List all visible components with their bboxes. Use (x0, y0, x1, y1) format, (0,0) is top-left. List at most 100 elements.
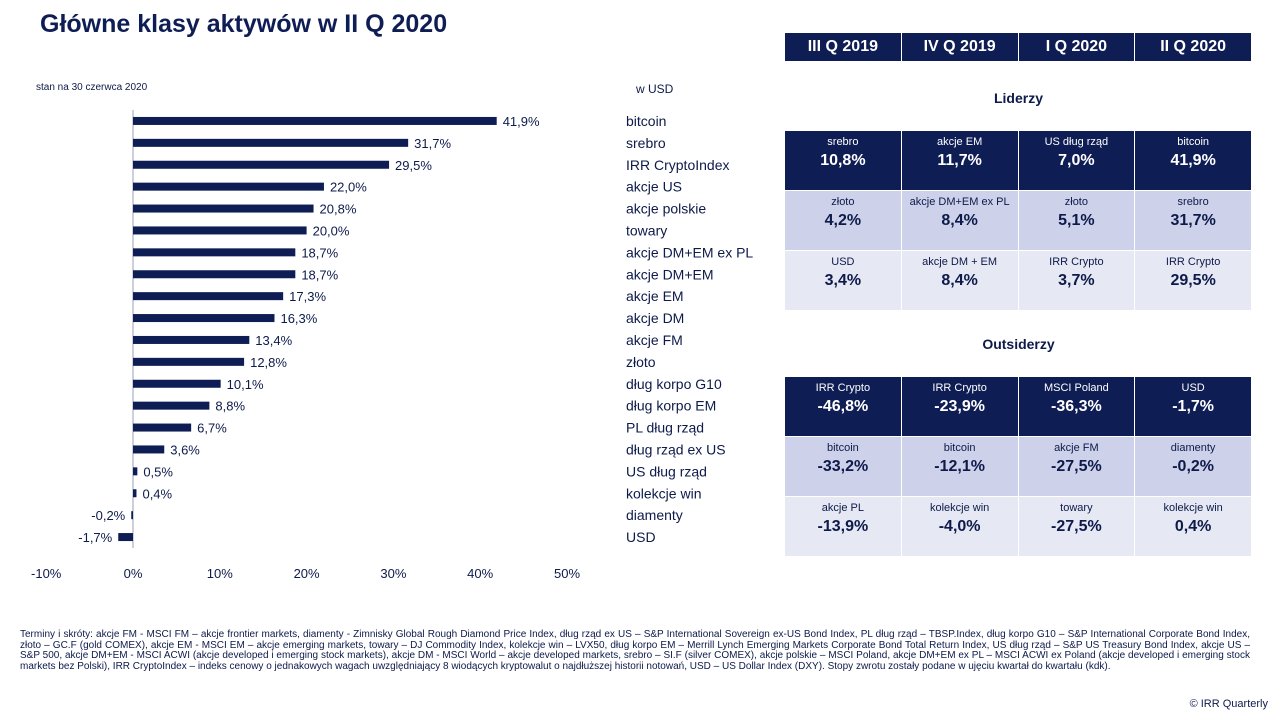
asset-name: towary (1060, 502, 1093, 514)
bar-value-label: 16,3% (280, 311, 317, 326)
bar-value-label: -1,7% (78, 530, 112, 545)
asset-name: US dług rząd (1044, 136, 1109, 148)
bar (133, 160, 390, 169)
outsiders-cell: MSCI Poland -36,3% (1018, 377, 1136, 437)
bar-value-label: 0,4% (142, 486, 172, 501)
asset-return: 8,4% (941, 212, 978, 229)
bar (131, 511, 133, 520)
leaders-cell: złoto 5,1% (1018, 191, 1136, 251)
asset-name: IRR Crypto (932, 382, 987, 394)
outsiders-cell: kolekcje win -4,0% (901, 497, 1019, 557)
leaders-cell: IRR Crypto 3,7% (1018, 251, 1136, 311)
bar-value-label: -0,2% (91, 508, 125, 523)
outsiders-title: Outsiderzy (982, 336, 1055, 352)
bar (118, 533, 133, 542)
asset-return: 0,4% (1174, 518, 1212, 535)
bar-value-label: 29,5% (395, 158, 432, 173)
bar-value-label: 18,7% (301, 267, 338, 282)
bar (133, 489, 137, 498)
bar-value-label: 12,8% (250, 355, 287, 370)
bar-value-label: 13,4% (255, 333, 292, 348)
outsiders-cell: kolekcje win 0,4% (1135, 497, 1252, 557)
quarter-header: III Q 2019 IV Q 2019 I Q 2020 II Q 2020 (785, 33, 1252, 61)
asset-name: bitcoin (826, 442, 859, 454)
leaders-row: USD 3,4% akcje DM + EM 8,4% IRR Crypto 3,7% IR… (785, 251, 1252, 311)
outsiders-cell: bitcoin -33,2% (785, 437, 902, 497)
asset-return: 10,8% (820, 152, 866, 169)
category-label: złoto (626, 354, 656, 370)
outsiders-cell: akcje FM -27,5% (1018, 437, 1136, 497)
bar (133, 445, 165, 454)
asset-name: akcje FM (1054, 442, 1099, 454)
asset-name: kolekcje win (929, 502, 990, 514)
category-label: srebro (626, 135, 666, 151)
bar-value-label: 22,0% (330, 180, 367, 195)
bar (133, 335, 250, 344)
leaders-row: srebro 10,8% akcje EM 11,7% US dług rząd 7,0%… (785, 131, 1252, 191)
bar (133, 226, 307, 235)
asset-name: akcje PL (821, 502, 864, 514)
category-label: dług korpo G10 (626, 376, 722, 392)
leaders-cell: USD 3,4% (785, 251, 902, 311)
bar (133, 357, 245, 366)
outsiders-row: bitcoin -33,2% bitcoin -12,1% akcje FM -27,5%… (785, 437, 1252, 497)
asset-return: 3,4% (824, 272, 862, 289)
bar (133, 248, 296, 257)
asset-return: -36,3% (1051, 398, 1102, 415)
asset-name: bitcoin (943, 442, 976, 454)
leaders-cell: srebro 31,7% (1135, 191, 1252, 251)
leaders-cell: IRR Crypto 29,5% (1135, 251, 1252, 311)
category-label: bitcoin (626, 113, 666, 129)
outsiders-table: IRR Crypto -46,8% IRR Crypto -23,9% MSCI Pol… (785, 377, 1252, 557)
leaders-row: złoto 4,2% akcje DM+EM ex PL 8,4% złoto 5,1% s… (785, 191, 1252, 251)
outsiders-cell: IRR Crypto -46,8% (785, 377, 902, 437)
asset-return: -13,9% (817, 518, 869, 535)
bar (133, 182, 324, 191)
bar-value-label: 3,6% (170, 442, 200, 457)
leaders-title: Liderzy (993, 90, 1043, 106)
leaders-cell: akcje DM + EM 8,4% (901, 251, 1019, 311)
bar-value-label: 17,3% (289, 289, 326, 304)
category-label: diamenty (626, 507, 683, 523)
category-label: US dług rząd (626, 463, 707, 479)
category-label: akcje FM (626, 332, 683, 348)
asset-name: diamenty (1170, 442, 1216, 454)
asset-name: srebro (827, 136, 859, 148)
asset-name: kolekcje win (1163, 502, 1223, 514)
category-label: akcje DM+EM ex PL (626, 244, 753, 260)
bar (133, 401, 210, 410)
bar-value-label: 0,5% (143, 464, 173, 479)
asset-return: 7,0% (1058, 152, 1095, 169)
returns-bar-chart: 41,9% bitcoin 31,7% srebro 29,5% IRR CryptoIn… (31, 110, 753, 581)
x-tick-label: -10% (31, 566, 62, 581)
outsiders-row: IRR Crypto -46,8% IRR Crypto -23,9% MSCI Pol… (785, 377, 1252, 437)
outsiders-cell: diamenty -0,2% (1135, 437, 1252, 497)
bar (133, 116, 497, 125)
bar (133, 467, 138, 476)
currency-unit: w USD (636, 82, 674, 96)
category-label: akcje DM+EM (626, 266, 714, 282)
leaders-cell: bitcoin 41,9% (1135, 131, 1252, 191)
asset-return: -4,0% (938, 518, 981, 535)
x-tick-label: 0% (124, 566, 143, 581)
copyright: © IRR Quarterly (1189, 698, 1268, 710)
asset-return: 11,7% (937, 152, 982, 169)
asset-return: -1,7% (1172, 398, 1215, 415)
leaders-cell: akcje EM 11,7% (901, 131, 1019, 191)
leaders-cell: akcje DM+EM ex PL 8,4% (901, 191, 1019, 251)
x-tick-label: 50% (554, 566, 580, 581)
asset-name: USD (831, 256, 855, 268)
bar-value-label: 8,8% (215, 399, 245, 414)
asset-name: IRR Crypto (815, 382, 871, 394)
asset-name: IRR Crypto (1049, 256, 1104, 268)
bar-value-label: 20,8% (320, 202, 357, 217)
asset-return: -46,8% (817, 398, 869, 415)
bar (133, 204, 314, 213)
asset-name: MSCI Poland (1043, 382, 1109, 394)
outsiders-cell: USD -1,7% (1135, 377, 1252, 437)
leaders-cell: srebro 10,8% (785, 131, 902, 191)
page-title: Główne klasy aktywów w II Q 2020 (40, 10, 448, 38)
category-label: dług rząd ex US (626, 441, 726, 457)
quarter-header-cell: IV Q 2019 (901, 33, 1019, 61)
category-label: PL dług rząd (626, 420, 704, 436)
